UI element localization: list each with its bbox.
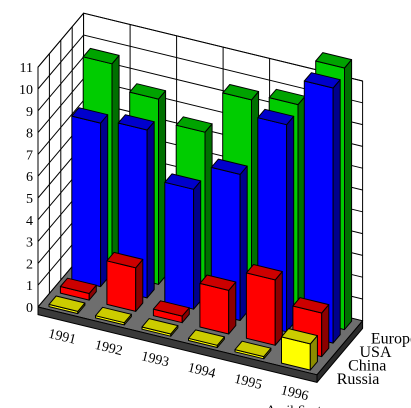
bar-usa-1991: [71, 107, 109, 288]
series-label-china: China: [348, 358, 386, 375]
bar-top-face: [292, 297, 330, 314]
bar-russia-1995: [234, 340, 272, 360]
bar-top-face: [222, 84, 260, 101]
bar-front-face: [164, 181, 195, 310]
bar-china-1993: [152, 300, 190, 324]
bar-top-face: [59, 277, 97, 294]
bar-russia-1991: [48, 295, 86, 315]
bar-china-1994: [199, 274, 237, 335]
bar-top-face: [141, 318, 179, 335]
floor-side: [316, 320, 364, 383]
bar-top-face: [129, 83, 167, 100]
bar-top-face: [199, 274, 237, 291]
y-tick-label: 7: [26, 148, 33, 163]
bar-top-face: [152, 300, 190, 317]
y-tick-label: 0: [26, 301, 33, 316]
bar-front-face: [245, 272, 276, 346]
bar-front-face: [71, 115, 102, 288]
y-tick-label: 1: [26, 279, 33, 294]
bar-top-face: [48, 295, 86, 312]
bar-side-face: [146, 121, 155, 299]
bar-side-face: [332, 79, 341, 344]
x-tick-label: 1992: [93, 338, 124, 359]
y-tick-label: 10: [19, 83, 33, 98]
bar-top-face: [303, 72, 341, 89]
bar-side-face: [286, 115, 295, 333]
chart-bars: [48, 47, 353, 371]
y-tick-label: 5: [26, 192, 33, 207]
bar-top-face: [117, 114, 155, 131]
chart-labels: 0 1 2 3 4 5 6 7 8 9 10 11 1991 1992 1993 1994 1995 1996Ap…: [19, 61, 411, 408]
bar-top-face: [188, 329, 225, 346]
y-tick-label: 9: [26, 105, 33, 120]
x-tick-label: 1994: [186, 361, 217, 382]
bar-top-face: [82, 47, 120, 65]
x-tick-label: 1996: [279, 383, 310, 404]
bar-china-1995: [245, 264, 283, 346]
x-tick-label: 1993: [140, 349, 171, 370]
bar-front-face: [106, 260, 137, 312]
bar-usa-1993: [164, 173, 202, 310]
y-tick-label: 4: [26, 214, 33, 229]
y-tick-label: 3: [26, 236, 33, 251]
bar-top-face: [210, 158, 248, 175]
bar-china-1991: [59, 277, 97, 301]
bar-side-face: [274, 271, 283, 346]
y-tick-label: 11: [20, 61, 33, 76]
bar-russia-1992: [95, 306, 132, 326]
series-label-europe: Europe: [371, 331, 411, 348]
bar-china-1992: [106, 251, 144, 312]
bar-front-face: [199, 282, 230, 335]
bar-top-face: [234, 340, 272, 358]
bar-top-face: [106, 251, 144, 269]
series-label-russia: Russia: [337, 371, 380, 388]
bar-top-face: [95, 306, 132, 324]
series-label-usa: USA: [360, 344, 392, 361]
bar-russia-1993: [141, 318, 179, 337]
bar-top-face: [245, 264, 283, 281]
x-tick-label: 1991: [47, 327, 78, 348]
bar-top-face: [175, 116, 213, 133]
bar-russia-1994: [188, 329, 225, 348]
bar-top-face: [71, 107, 109, 124]
bar-top-face: [164, 173, 202, 190]
bar-russia-1996: [281, 328, 318, 371]
x-tick-label: 1995: [233, 372, 264, 393]
bar-usa-1996: [303, 72, 341, 344]
bar-top-face: [315, 52, 353, 69]
y-tick-label: 8: [26, 127, 33, 142]
bar-side-face: [344, 59, 353, 331]
bar-top-face: [257, 108, 295, 126]
y-tick-label: 6: [26, 170, 33, 185]
bar-top-face: [281, 328, 318, 345]
y-tick-label: 2: [26, 257, 33, 272]
x-tick-sublabel: April-Sept: [266, 402, 321, 408]
